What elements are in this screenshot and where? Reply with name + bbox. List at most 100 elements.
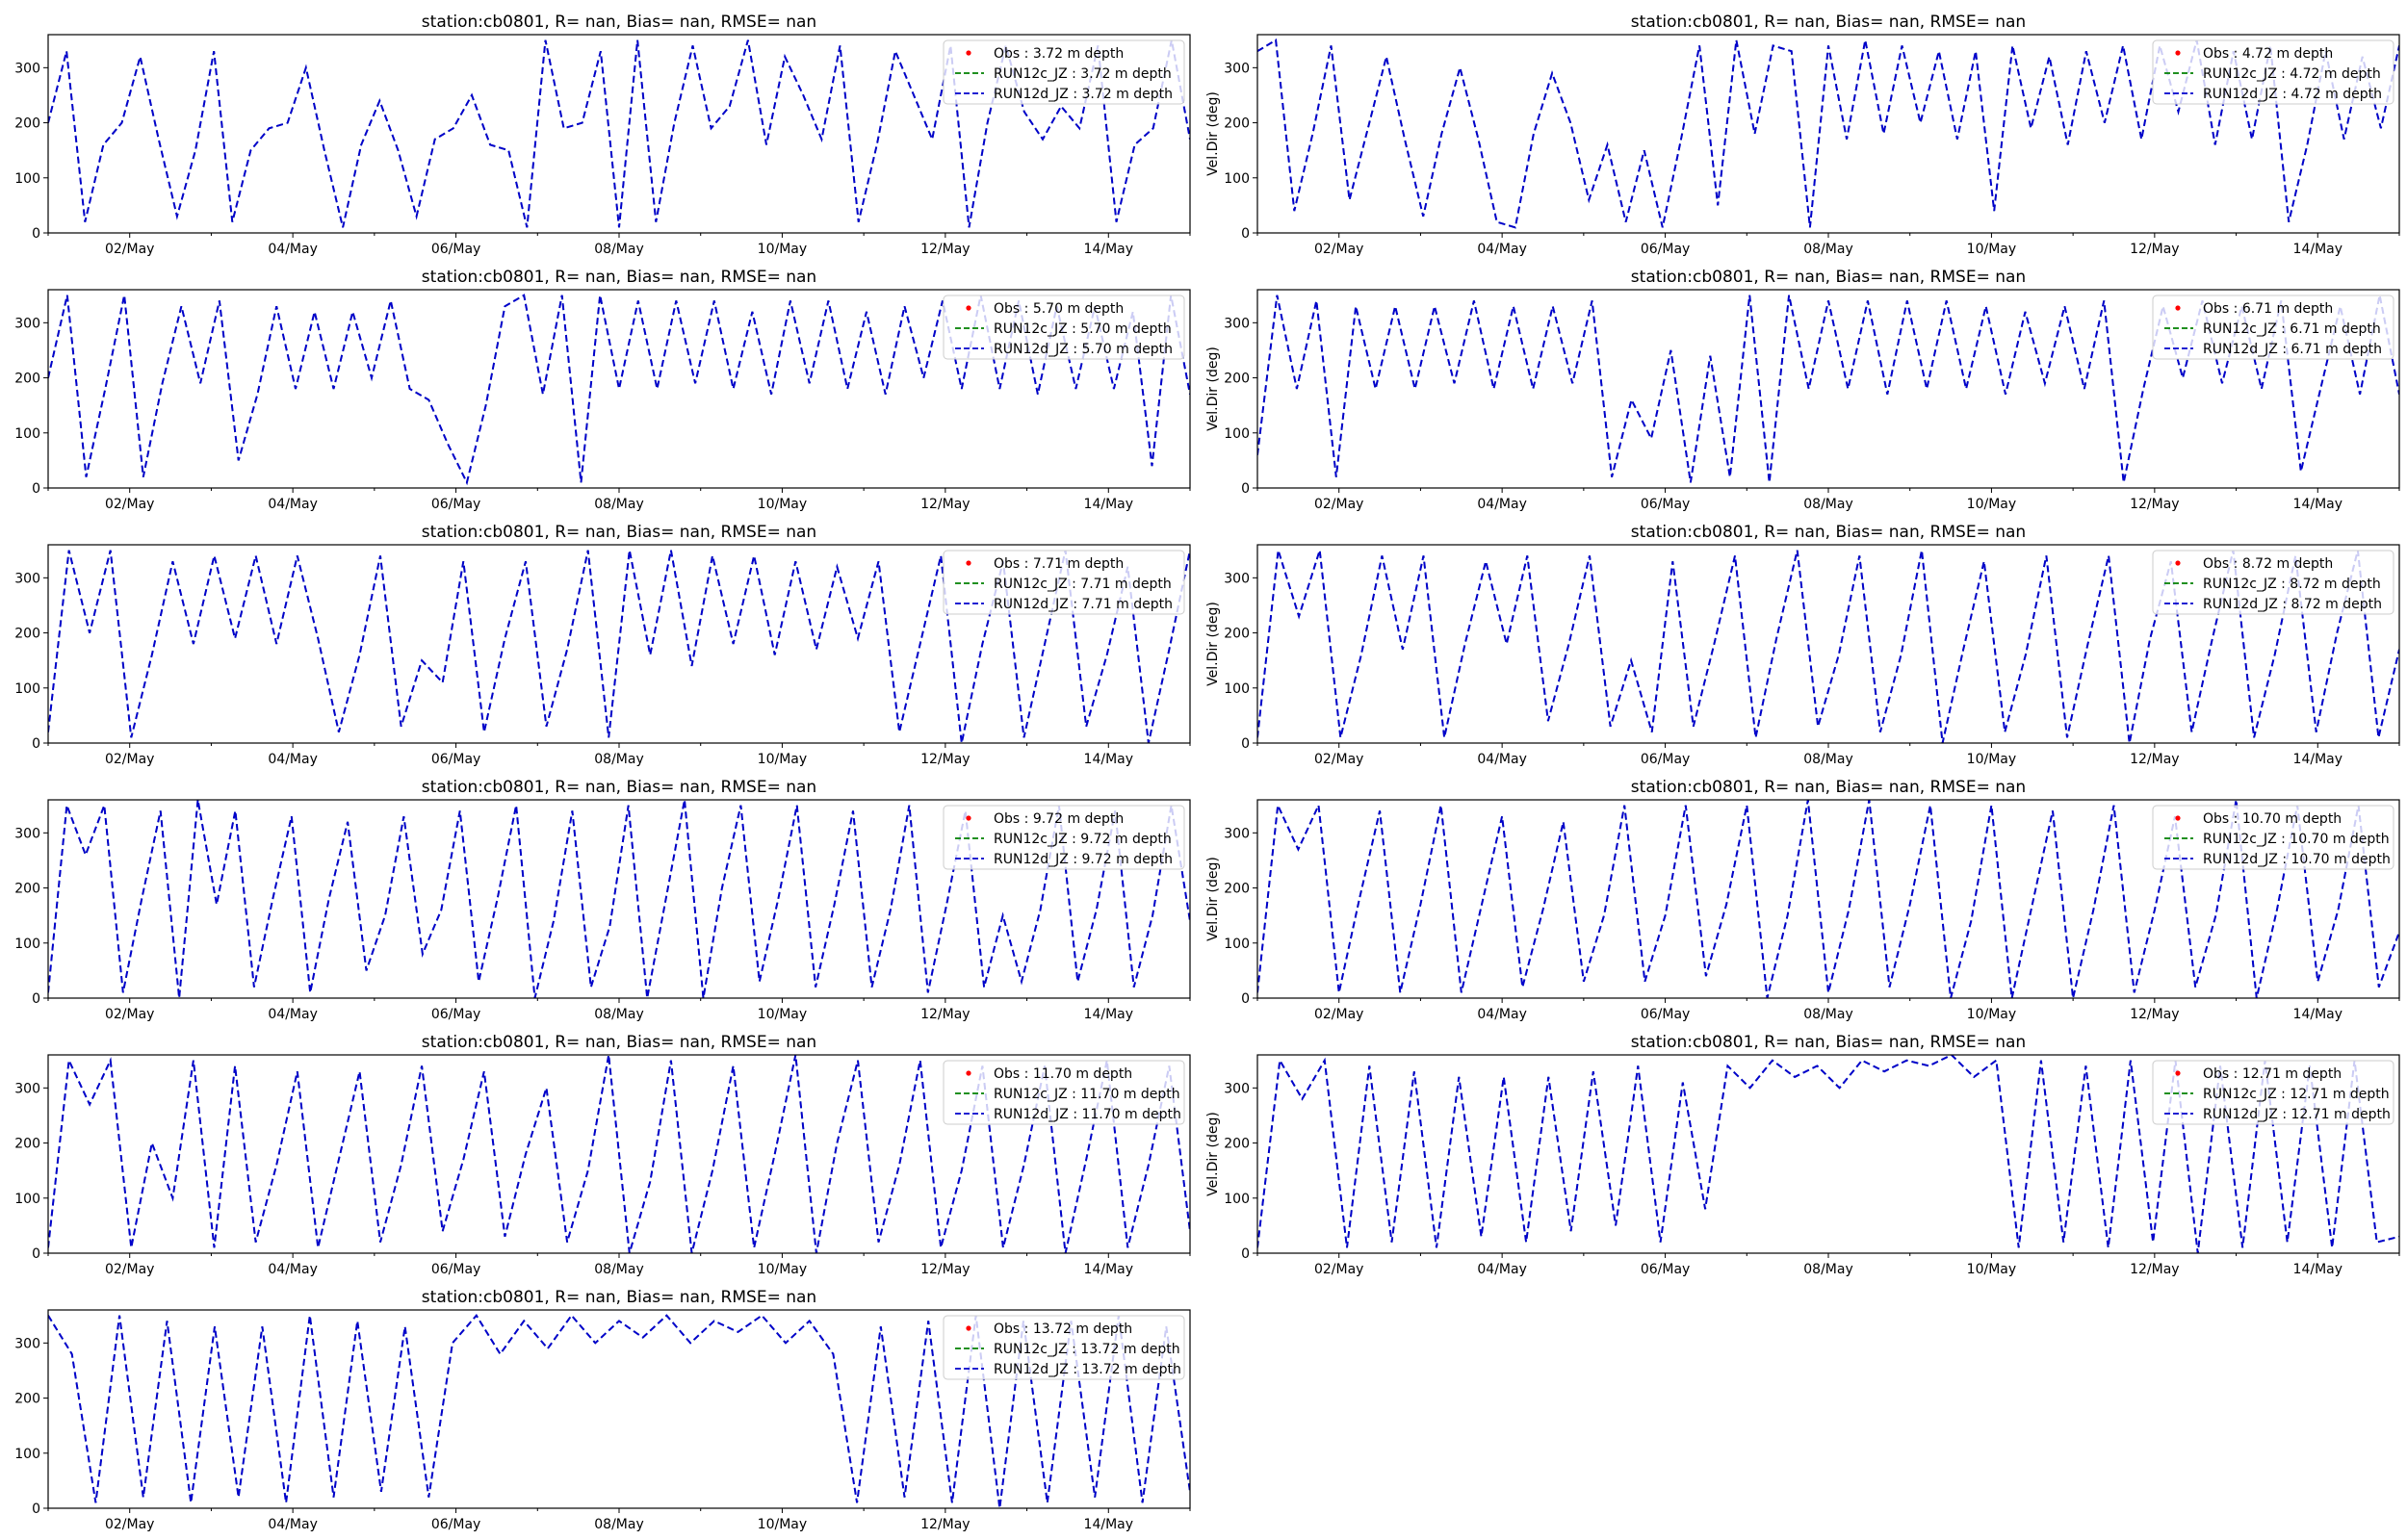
y-tick-label: 200 [1224, 627, 1250, 642]
x-tick-label: 04/May [1477, 752, 1526, 767]
y-tick-label: 0 [32, 1502, 40, 1517]
subplot-title: station:cb0801, R= nan, Bias= nan, RMSE=… [1631, 13, 2026, 32]
y-tick-label: 100 [1224, 937, 1250, 952]
x-tick-label: 08/May [1803, 242, 1852, 257]
y-tick-label: 0 [32, 736, 40, 752]
subplot-title: station:cb0801, R= nan, Bias= nan, RMSE=… [1631, 523, 2026, 542]
x-tick-label: 06/May [431, 242, 480, 257]
legend-label: RUN12c_JZ : 4.72 m depth [2203, 66, 2381, 82]
legend-box [943, 1315, 1185, 1380]
x-tick-label: 14/May [2293, 1262, 2342, 1277]
x-tick-label: 02/May [105, 242, 154, 257]
y-tick-label: 200 [14, 1392, 40, 1407]
subplot-title: station:cb0801, R= nan, Bias= nan, RMSE=… [1631, 268, 2026, 287]
x-tick-label: 02/May [105, 497, 154, 512]
legend: Obs : 11.70 m depth RUN12c_JZ : 11.70 m d… [943, 1060, 1185, 1125]
legend: Obs : 10.70 m depth RUN12c_JZ : 10.70 m d… [2152, 805, 2394, 870]
x-tick-label: 04/May [268, 242, 317, 257]
x-tick-label: 12/May [2130, 1007, 2179, 1022]
subplot-10: station:cb0801, R= nan, Bias= nan, RMSE=… [1205, 1033, 2400, 1277]
legend-label: RUN12c_JZ : 12.71 m depth [2203, 1087, 2390, 1102]
x-tick-label: 14/May [1084, 752, 1133, 767]
x-tick-label: 02/May [105, 1007, 154, 1022]
x-tick-label: 10/May [758, 1517, 807, 1532]
x-tick-label: 08/May [594, 497, 643, 512]
legend-label: Obs : 13.72 m depth [994, 1322, 1132, 1337]
legend-label: RUN12d_JZ : 10.70 m depth [2203, 852, 2391, 867]
legend-label: RUN12c_JZ : 5.70 m depth [994, 321, 1172, 337]
legend: Obs : 7.71 m depth RUN12c_JZ : 7.71 m dep… [943, 550, 1185, 615]
legend-marker-obs [966, 560, 971, 566]
y-tick-label: 100 [14, 1192, 40, 1207]
legend: Obs : 4.72 m depth RUN12c_JZ : 4.72 m dep… [2152, 39, 2394, 105]
legend-label: RUN12c_JZ : 10.70 m depth [2203, 832, 2390, 847]
x-tick-label: 06/May [431, 497, 480, 512]
y-tick-label: 100 [14, 937, 40, 952]
y-tick-label: 100 [14, 426, 40, 442]
y-tick-label: 100 [14, 681, 40, 697]
legend: Obs : 13.72 m depth RUN12c_JZ : 13.72 m d… [943, 1315, 1185, 1380]
legend-label: RUN12d_JZ : 4.72 m depth [2203, 87, 2382, 102]
x-tick-label: 04/May [268, 497, 317, 512]
legend-marker-obs [966, 815, 971, 821]
series-line-run12d [1257, 38, 2399, 229]
x-tick-label: 06/May [431, 1262, 480, 1277]
legend-label: Obs : 10.70 m depth [2203, 811, 2342, 827]
axes-frame [47, 1309, 1191, 1509]
legend-box [2152, 805, 2394, 870]
legend-label: RUN12d_JZ : 5.70 m depth [994, 342, 1173, 357]
y-tick-label: 300 [14, 316, 40, 331]
x-tick-label: 10/May [1967, 1262, 2016, 1277]
subplot-6: station:cb0801, R= nan, Bias= nan, RMSE=… [1205, 523, 2400, 767]
x-tick-label: 14/May [2293, 242, 2342, 257]
x-tick-label: 14/May [1084, 497, 1133, 512]
legend-label: RUN12d_JZ : 3.72 m depth [994, 87, 1173, 102]
legend-box [943, 550, 1185, 615]
y-tick-label: 0 [32, 481, 40, 497]
x-tick-label: 08/May [1803, 1262, 1852, 1277]
axes-frame [47, 1054, 1191, 1254]
legend: Obs : 5.70 m depth RUN12c_JZ : 5.70 m dep… [943, 295, 1185, 360]
series-line-run12d [48, 800, 1190, 998]
x-tick-label: 12/May [920, 1262, 970, 1277]
x-tick-label: 04/May [1477, 242, 1526, 257]
x-tick-label: 14/May [2293, 1007, 2342, 1022]
subplot-title: station:cb0801, R= nan, Bias= nan, RMSE=… [1631, 1033, 2026, 1052]
legend-label: Obs : 8.72 m depth [2203, 556, 2333, 572]
legend-marker-obs [2175, 50, 2181, 56]
legend: Obs : 3.72 m depth RUN12c_JZ : 3.72 m dep… [943, 39, 1185, 105]
y-tick-label: 300 [14, 826, 40, 841]
x-tick-label: 02/May [1314, 242, 1363, 257]
y-axis-label: Vel.Dir (deg) [1205, 91, 1221, 176]
x-tick-label: 04/May [268, 1262, 317, 1277]
x-tick-label: 10/May [758, 497, 807, 512]
series-line-run12d [1257, 1055, 2399, 1253]
axes-frame [1256, 289, 2400, 489]
y-tick-label: 100 [14, 171, 40, 187]
y-tick-label: 0 [1241, 481, 1250, 497]
subplot-title: station:cb0801, R= nan, Bias= nan, RMSE=… [1631, 778, 2026, 797]
x-tick-label: 10/May [1967, 497, 2016, 512]
x-tick-label: 06/May [1641, 1007, 1690, 1022]
legend-label: Obs : 11.70 m depth [994, 1066, 1132, 1082]
legend-label: RUN12d_JZ : 8.72 m depth [2203, 597, 2382, 612]
legend-label: RUN12d_JZ : 9.72 m depth [994, 852, 1173, 867]
y-tick-label: 100 [1224, 1192, 1250, 1207]
y-tick-label: 300 [14, 1336, 40, 1351]
axes-frame [47, 799, 1191, 999]
x-tick-label: 08/May [1803, 497, 1852, 512]
subplot-title: station:cb0801, R= nan, Bias= nan, RMSE=… [422, 268, 816, 287]
legend-box [2152, 1060, 2394, 1125]
legend: Obs : 6.71 m depth RUN12c_JZ : 6.71 m dep… [2152, 295, 2394, 360]
y-tick-label: 200 [1224, 882, 1250, 897]
legend-label: Obs : 7.71 m depth [994, 556, 1124, 572]
legend-marker-obs [2175, 560, 2181, 566]
y-tick-label: 0 [1241, 226, 1250, 242]
x-tick-label: 10/May [758, 242, 807, 257]
legend-label: RUN12d_JZ : 12.71 m depth [2203, 1107, 2391, 1122]
y-tick-label: 100 [1224, 426, 1250, 442]
y-axis-label: Vel.Dir (deg) [1205, 857, 1221, 941]
y-tick-label: 0 [1241, 736, 1250, 752]
subplot-title: station:cb0801, R= nan, Bias= nan, RMSE=… [422, 1288, 816, 1307]
